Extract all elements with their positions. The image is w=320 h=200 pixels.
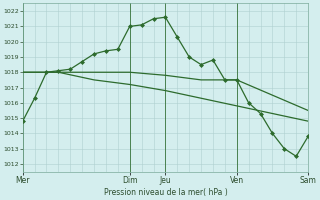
X-axis label: Pression niveau de la mer( hPa ): Pression niveau de la mer( hPa ) bbox=[103, 188, 227, 197]
